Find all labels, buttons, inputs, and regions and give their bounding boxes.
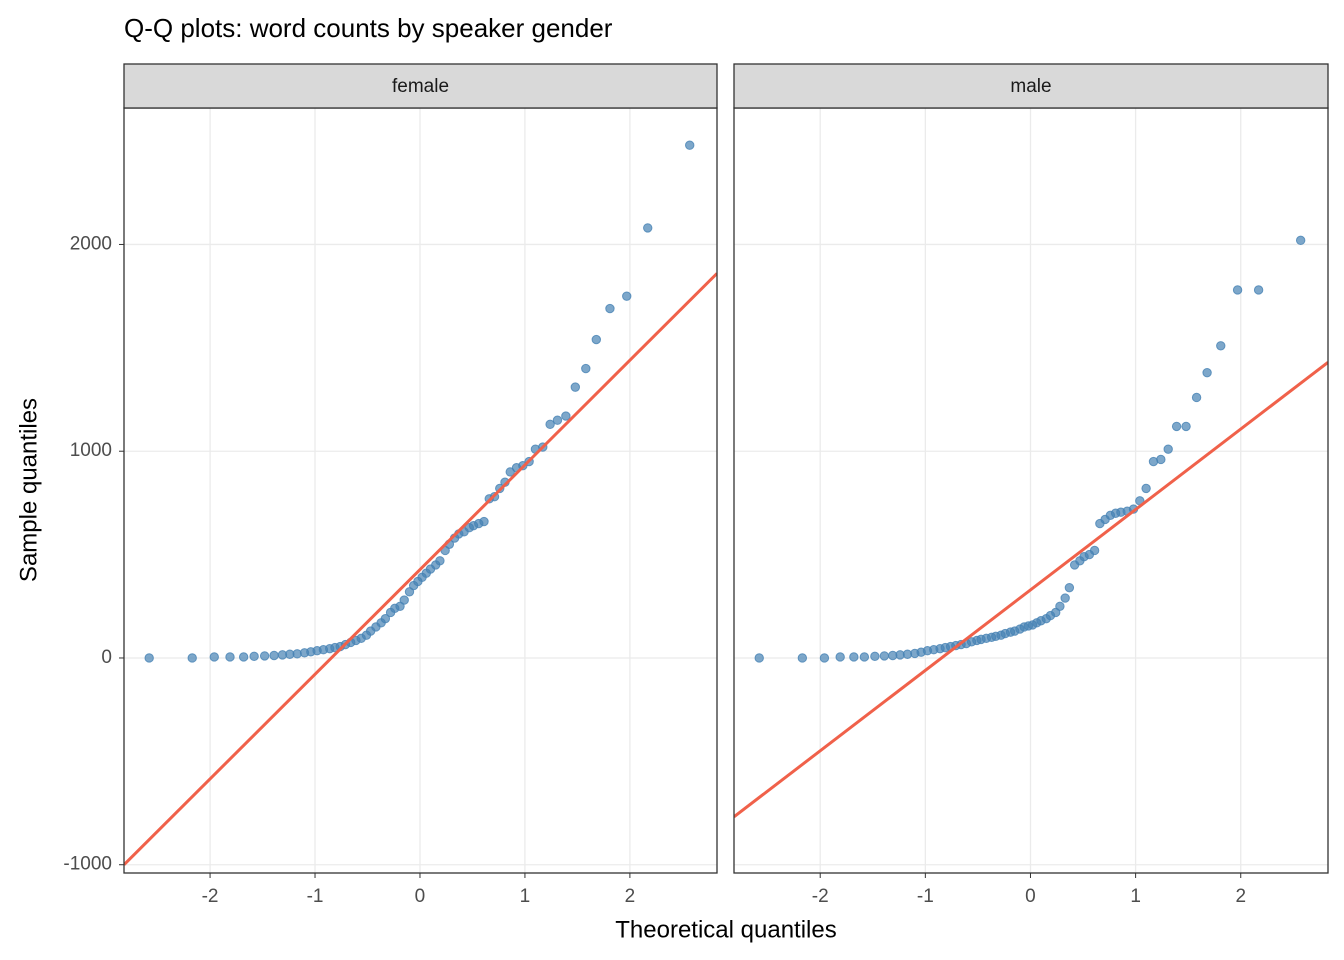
- point: [144, 653, 154, 663]
- y-tick-label: 1000: [70, 440, 112, 461]
- point: [1202, 367, 1212, 378]
- x-tick-label: 0: [1025, 886, 1036, 907]
- point: [1141, 483, 1151, 494]
- point: [643, 223, 653, 233]
- x-axis-label: Theoretical quantiles: [615, 916, 836, 943]
- x-tick-label: 0: [415, 886, 426, 907]
- point: [1181, 421, 1191, 432]
- point: [561, 411, 571, 421]
- point: [259, 651, 270, 661]
- point: [380, 613, 391, 624]
- point: [545, 419, 555, 430]
- point: [225, 652, 235, 662]
- y-tick-label: 2000: [70, 233, 112, 254]
- x-tick-label: 2: [625, 886, 636, 907]
- strip: [123, 63, 718, 109]
- point: [187, 653, 197, 663]
- point: [1253, 285, 1264, 295]
- point: [552, 415, 563, 425]
- point: [849, 652, 859, 662]
- strip-label: female: [392, 76, 449, 97]
- point: [399, 595, 409, 605]
- point: [870, 651, 880, 662]
- point: [591, 334, 602, 345]
- point: [1216, 341, 1226, 351]
- x-tick-label: 1: [520, 886, 531, 907]
- point: [685, 140, 695, 150]
- point: [479, 516, 489, 527]
- point: [1089, 545, 1100, 556]
- point: [570, 382, 581, 392]
- y-tick-label: -1000: [63, 854, 112, 875]
- point: [605, 303, 615, 314]
- x-tick-label: -1: [307, 886, 324, 907]
- point: [1295, 235, 1306, 246]
- point: [581, 363, 591, 374]
- point: [754, 653, 764, 663]
- x-tick-label: -2: [202, 886, 219, 907]
- point: [1064, 582, 1075, 593]
- point: [269, 650, 279, 661]
- point: [249, 651, 259, 662]
- point: [1171, 421, 1182, 432]
- point: [1156, 454, 1166, 465]
- point: [1163, 444, 1173, 454]
- point: [835, 652, 845, 662]
- y-tick-label: 0: [101, 647, 112, 668]
- reference-line: [734, 361, 1328, 818]
- point: [797, 653, 808, 663]
- x-tick-label: -2: [812, 886, 829, 907]
- strip-label: male: [1010, 76, 1051, 97]
- point: [1191, 392, 1202, 403]
- point: [819, 653, 830, 663]
- point: [1232, 285, 1243, 295]
- point: [209, 652, 219, 662]
- reference-line: [124, 272, 717, 866]
- x-tick-label: 1: [1130, 886, 1141, 907]
- point: [879, 651, 890, 661]
- x-tick-label: 2: [1235, 886, 1246, 907]
- chart-title: Q-Q plots: word counts by speaker gender: [124, 13, 613, 43]
- strip: [733, 63, 1329, 109]
- y-axis-label: Sample quantiles: [15, 398, 42, 582]
- point: [1055, 601, 1065, 611]
- x-tick-label: -1: [917, 886, 934, 907]
- point: [435, 556, 445, 566]
- point: [238, 652, 249, 662]
- point: [622, 291, 632, 301]
- point: [1060, 593, 1070, 603]
- point: [859, 652, 870, 662]
